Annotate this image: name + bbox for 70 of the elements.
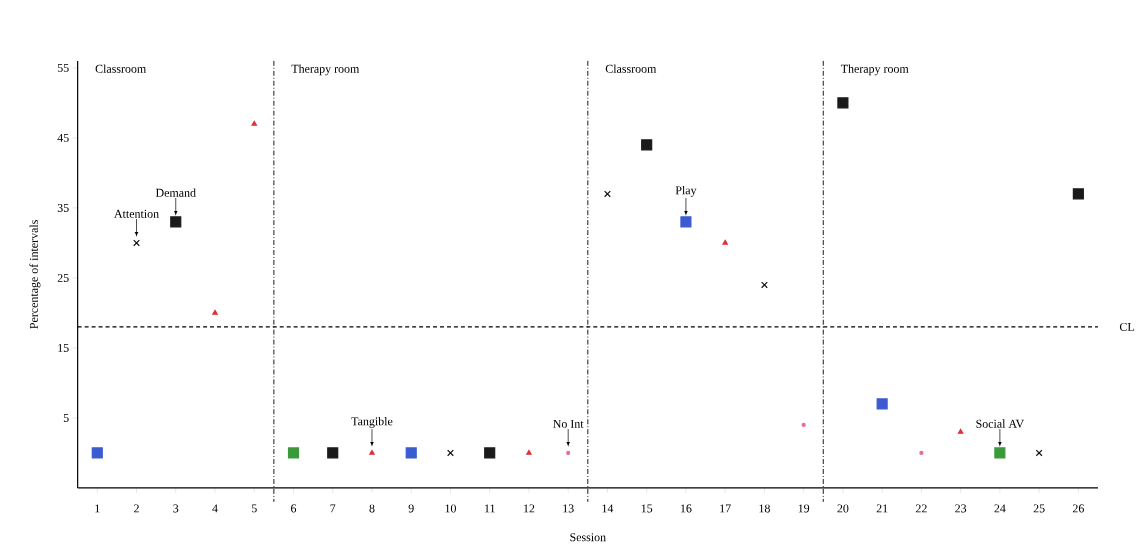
y-tick-label: 25 bbox=[57, 274, 69, 283]
point bbox=[876, 398, 888, 410]
y-tick-label: 5 bbox=[63, 414, 69, 423]
x-tick-label: 14 bbox=[602, 504, 614, 513]
point bbox=[526, 450, 532, 455]
y-tick-label: 45 bbox=[57, 134, 69, 143]
point bbox=[761, 281, 768, 289]
x-tick-label: 17 bbox=[720, 504, 731, 513]
x-tick-label: 8 bbox=[369, 504, 375, 513]
x-axis-title: Session bbox=[570, 533, 606, 542]
x-tick-label: 3 bbox=[173, 504, 179, 513]
annotation: Classroom bbox=[95, 64, 147, 74]
x-tick-label: 10 bbox=[445, 504, 456, 513]
x-tick-label: 2 bbox=[134, 504, 139, 513]
x-tick-label: 23 bbox=[955, 504, 967, 513]
point bbox=[604, 190, 611, 198]
x-tick-label: 26 bbox=[1072, 504, 1084, 513]
annotation: Classroom bbox=[605, 64, 657, 74]
point bbox=[1072, 188, 1084, 200]
point bbox=[680, 216, 692, 228]
x-tick-label: 21 bbox=[876, 504, 888, 513]
point bbox=[327, 447, 339, 459]
annotation: Demand bbox=[155, 188, 196, 198]
point bbox=[251, 121, 257, 126]
annotation: Therapy room bbox=[840, 64, 909, 76]
x-tick-label: 11 bbox=[485, 504, 495, 513]
y-tick-label: 15 bbox=[58, 344, 69, 353]
point bbox=[801, 423, 806, 428]
annotation: No Int bbox=[553, 420, 584, 429]
x-tick-label: 18 bbox=[759, 504, 770, 513]
annotation: Therapy room bbox=[291, 64, 360, 76]
point bbox=[722, 240, 728, 245]
x-tick-label: 19 bbox=[798, 504, 810, 513]
point bbox=[287, 447, 300, 459]
point bbox=[212, 310, 218, 315]
y-tick-label: 55 bbox=[57, 64, 69, 73]
y-tick-label: 35 bbox=[57, 204, 69, 213]
x-tick-label: 15 bbox=[641, 504, 653, 513]
x-tick-label: 22 bbox=[915, 504, 927, 513]
point bbox=[566, 451, 571, 456]
point bbox=[447, 449, 454, 457]
x-tick-label: 16 bbox=[681, 504, 692, 513]
point bbox=[369, 450, 375, 455]
ref-line-label: CL bbox=[1119, 323, 1134, 332]
point bbox=[405, 447, 417, 459]
annotation: Social AV bbox=[976, 419, 1025, 429]
annotation: Attention bbox=[114, 210, 159, 219]
x-tick-label: 1 bbox=[95, 504, 100, 513]
y-axis-title: Percentage of intervals bbox=[29, 220, 41, 329]
point bbox=[91, 447, 103, 459]
annotation: Play bbox=[675, 186, 697, 198]
x-tick-label: 5 bbox=[251, 504, 257, 513]
annotation: Tangible bbox=[351, 417, 393, 429]
point bbox=[133, 239, 140, 247]
x-tick-label: 20 bbox=[837, 504, 849, 513]
point bbox=[919, 451, 924, 456]
x-tick-label: 9 bbox=[408, 504, 414, 513]
x-tick-label: 6 bbox=[291, 504, 297, 513]
x-tick-label: 7 bbox=[330, 504, 336, 513]
x-tick-label: 12 bbox=[524, 504, 535, 513]
x-tick-label: 24 bbox=[994, 504, 1006, 513]
x-tick-label: 25 bbox=[1033, 504, 1045, 513]
point bbox=[641, 139, 653, 151]
point bbox=[170, 216, 182, 228]
point bbox=[484, 447, 496, 459]
point bbox=[957, 429, 964, 434]
x-tick-label: 13 bbox=[563, 504, 574, 513]
point bbox=[837, 97, 849, 109]
point bbox=[994, 447, 1006, 459]
x-tick-label: 4 bbox=[212, 504, 218, 513]
